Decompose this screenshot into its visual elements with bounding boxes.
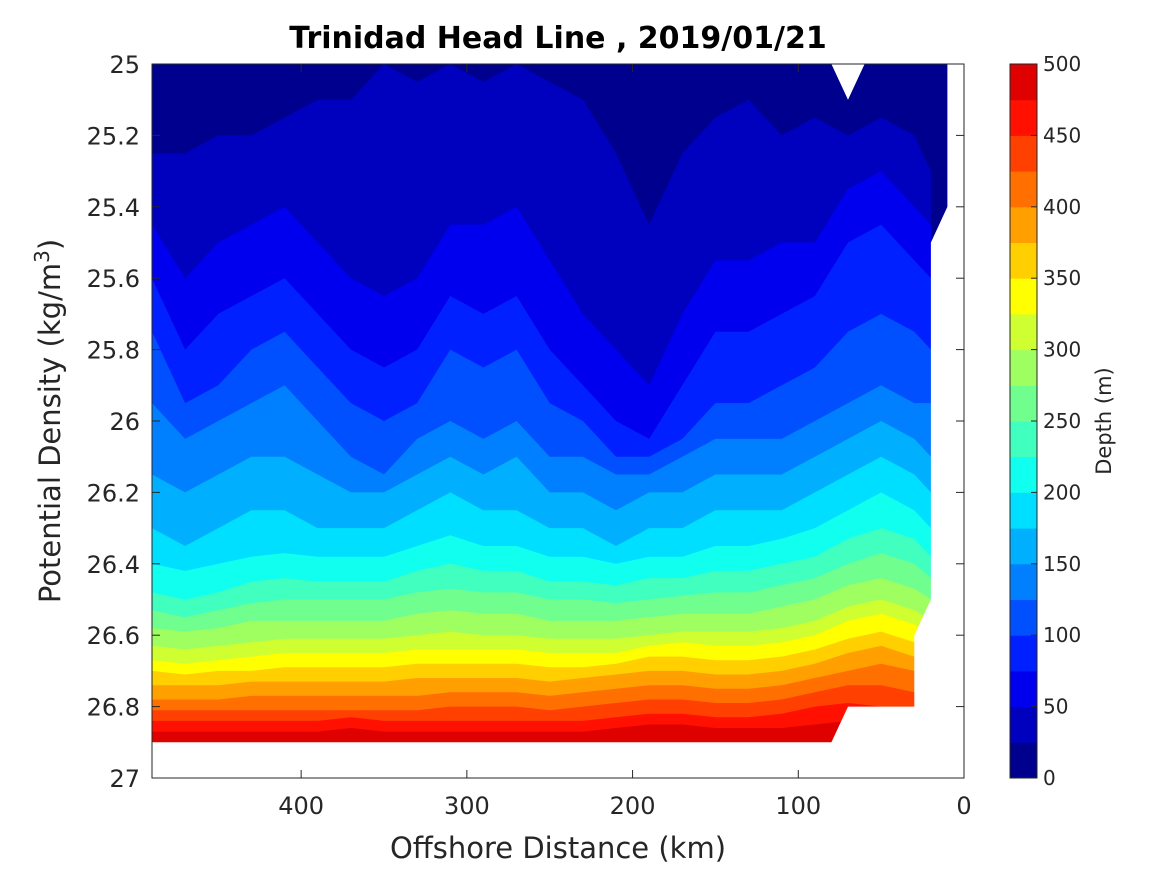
x-tick-label: 200 [610, 792, 656, 820]
y-tick-label: 27 [109, 765, 140, 793]
colorbar-segment [1010, 528, 1037, 565]
colorbar-tick-label: 450 [1043, 123, 1081, 147]
colorbar-segment [1010, 278, 1037, 315]
data-mask [152, 64, 964, 778]
no-data-mask [152, 64, 964, 778]
colorbar-segment [1010, 206, 1037, 243]
colorbar-ticks: 0 50 100 150 200 250 300 350 400 450 500 [1031, 52, 1081, 790]
colorbar-segment [1010, 313, 1037, 351]
y-tick-label: 25.4 [87, 194, 140, 222]
colorbar-segment [1010, 171, 1037, 208]
y-tick-label: 26 [109, 408, 140, 436]
y-axis: 25 25.2 25.4 25.6 25.8 26 26.2 26.4 26.6 26.8 27 [87, 51, 964, 793]
y-tick-label: 26.2 [87, 479, 140, 507]
colorbar-segment [1010, 599, 1037, 636]
y-tick-label: 25.6 [87, 265, 140, 293]
no-data-notch [831, 64, 865, 100]
colorbar-segment [1010, 635, 1037, 672]
colorbar-tick-label: 100 [1043, 623, 1081, 647]
contour-bands [152, 64, 964, 778]
y-tick-label: 25.2 [87, 122, 140, 150]
x-tick-label: 300 [444, 792, 490, 820]
y-tick-label: 26.4 [87, 551, 140, 579]
colorbar-tick-label: 250 [1043, 409, 1081, 433]
y-tick-label: 26.8 [87, 694, 140, 722]
colorbar [1010, 64, 1037, 779]
colorbar-segment [1010, 421, 1037, 458]
colorbar-tick-label: 300 [1043, 338, 1081, 362]
colorbar-tick-label: 400 [1043, 195, 1081, 219]
y-tick-label: 25.8 [87, 337, 140, 365]
chart-title: Trinidad Head Line , 2019/01/21 [289, 21, 826, 56]
colorbar-segment [1010, 563, 1037, 600]
colorbar-segment [1010, 385, 1037, 422]
colorbar-tick-label: 500 [1043, 52, 1081, 76]
colorbar-segment [1010, 349, 1037, 386]
colorbar-tick-label: 0 [1043, 766, 1056, 790]
x-tick-label: 0 [956, 792, 971, 820]
y-axis-label-main: Potential Density (kg/m [33, 263, 67, 603]
x-tick-label: 400 [278, 792, 324, 820]
colorbar-tick-label: 150 [1043, 552, 1081, 576]
colorbar-segment [1010, 670, 1037, 708]
x-axis-label: Offshore Distance (km) [390, 831, 726, 865]
x-tick-label: 100 [775, 792, 821, 820]
colorbar-label: Depth (m) [1092, 367, 1116, 474]
y-tick-label: 26.6 [87, 622, 140, 650]
colorbar-segment [1010, 64, 1037, 101]
y-axis-label-end: ) [33, 239, 67, 250]
colorbar-segment [1010, 706, 1037, 743]
y-axis-label: Potential Density (kg/m3) [30, 239, 67, 603]
y-tick-label: 25 [109, 51, 140, 79]
x-axis: 400 300 200 100 0 [278, 64, 972, 820]
colorbar-tick-label: 200 [1043, 480, 1081, 504]
colorbar-segment [1010, 242, 1037, 279]
colorbar-tick-label: 350 [1043, 266, 1081, 290]
colorbar-tick-label: 50 [1043, 695, 1068, 719]
y-axis-label-superscript: 3 [30, 250, 54, 263]
colorbar-segment [1010, 742, 1037, 779]
colorbar-segment [1010, 456, 1037, 493]
colorbar-segment [1010, 492, 1037, 529]
colorbar-segment [1010, 135, 1037, 172]
colorbar-segment [1010, 99, 1037, 136]
